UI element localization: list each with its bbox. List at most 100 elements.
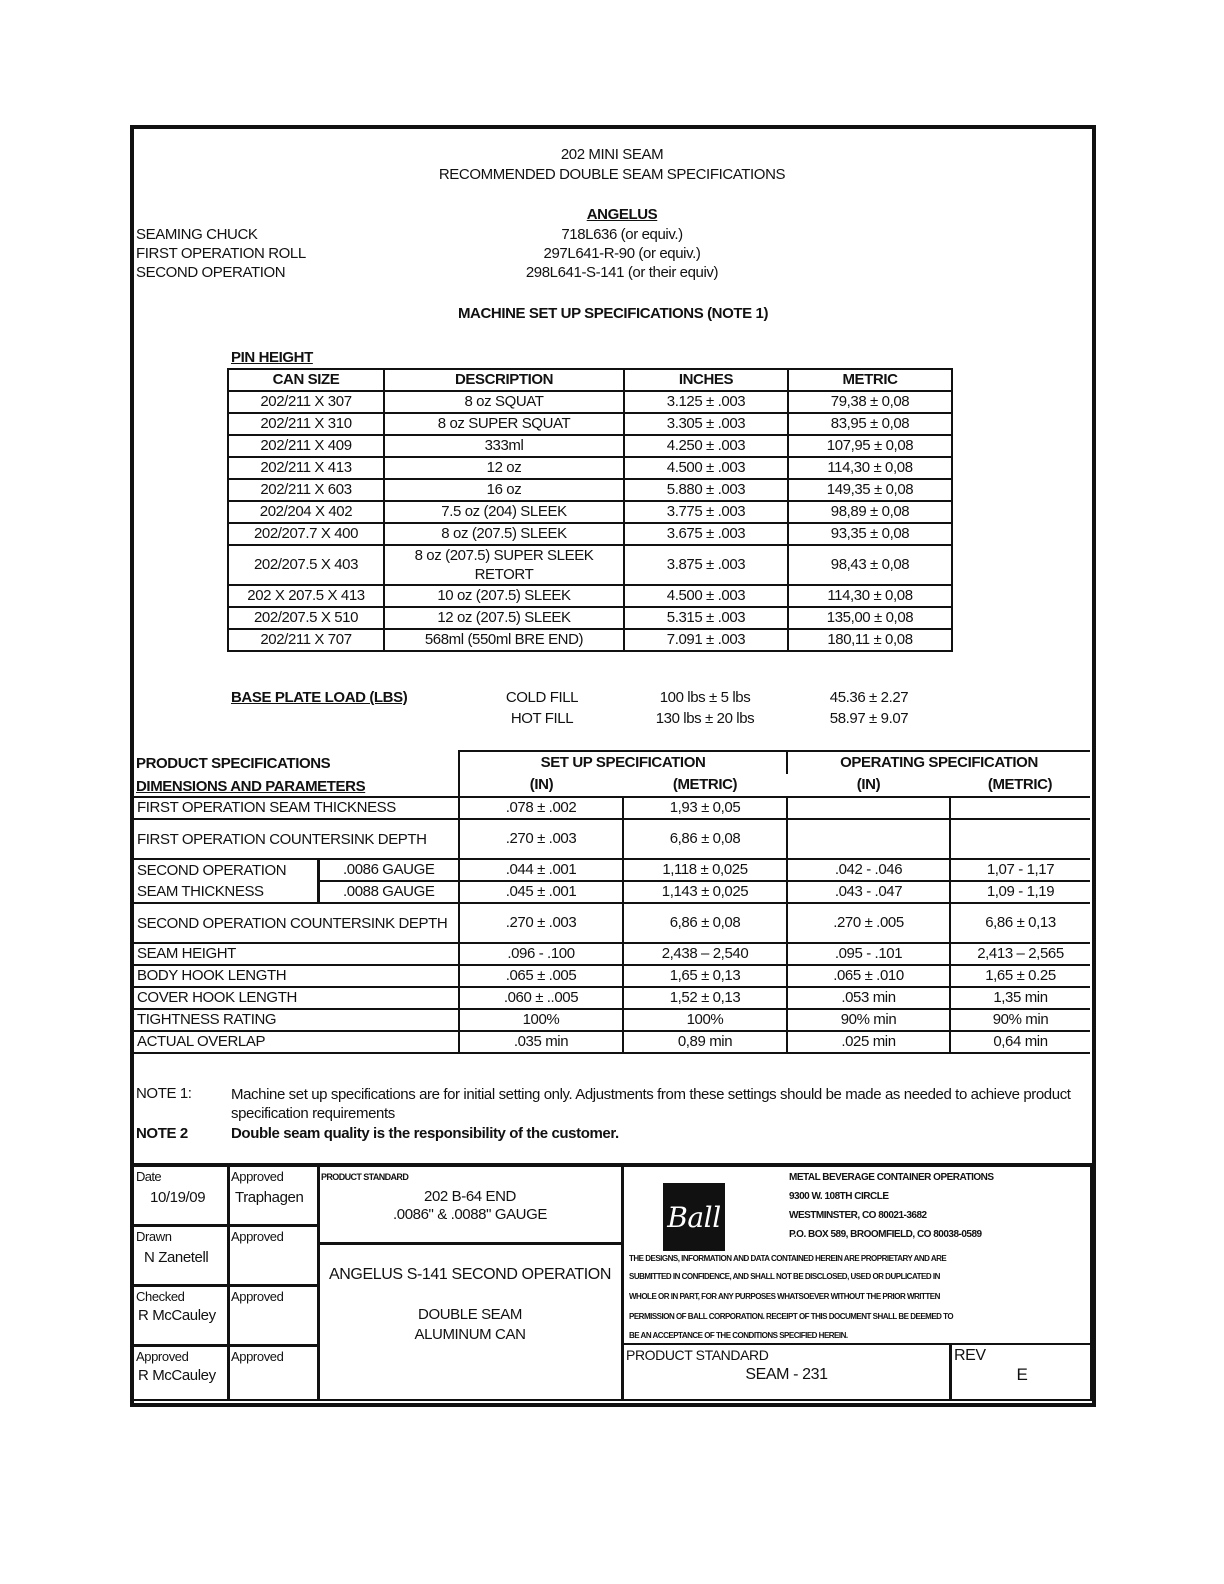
table-cell: 202/211 X 603 <box>227 478 385 502</box>
ball-logo-text: Ball <box>667 1200 721 1234</box>
table-cell: .053 min <box>786 986 951 1010</box>
table-row: ACTUAL OVERLAP .035 min 0,89 min .025 min 0,… <box>132 1030 1091 1054</box>
disclaimer-line: SUBMITTED IN CONFIDENCE, AND SHALL NOT B… <box>629 1272 940 1281</box>
company-address: 9300 W. 108TH CIRCLE <box>789 1191 889 1202</box>
table-cell: 83,95 ± 0,08 <box>787 412 953 436</box>
table-row: .0088 GAUGE .045 ± .001 1,143 ± 0,025.043 … <box>132 880 1091 904</box>
table-cell: 5.315 ± .003 <box>623 606 789 630</box>
approved-label: Approved <box>231 1229 284 1244</box>
pin-height-heading: PIN HEIGHT <box>231 349 313 366</box>
approved-cell: Approved Traphagen <box>228 1165 319 1226</box>
table-cell: 100% <box>458 1008 624 1032</box>
table-row: 202/204 X 402 7.5 oz (204) SLEEK 3.775 ± .… <box>227 500 953 524</box>
table-row: 202 X 207.5 X 413 10 oz (207.5) SLEEK 4.50… <box>227 584 953 608</box>
table-cell: 202/207.5 X 510 <box>227 606 385 630</box>
table-row: SECOND OPERATION SEAM THICKNESS .0086 GAU… <box>132 858 1091 904</box>
operating-spec-header: OPERATING SPECIFICATION <box>785 750 1091 774</box>
table-cell: 202/211 X 413 <box>227 456 385 480</box>
table-cell: 98,43 ± 0,08 <box>787 544 953 586</box>
table-cell <box>132 751 460 798</box>
table-cell: 2,413 – 2,565 <box>948 942 1091 966</box>
table-cell: 0,64 min <box>948 1030 1091 1054</box>
table-cell: .065 ± .005 <box>458 964 624 988</box>
company-address: P.O. BOX 589, BROOMFIELD, CO 80038-0589 <box>789 1229 982 1240</box>
base-plate-metric: 45.36 ± 2.27 <box>829 689 909 706</box>
table-cell: 202/211 X 307 <box>227 390 385 414</box>
table-cell: 114,30 ± 0,08 <box>787 584 953 608</box>
table-cell: 90% min <box>948 1008 1091 1032</box>
ball-logo: Ball <box>663 1183 725 1251</box>
table-cell: 202/211 X 409 <box>227 434 385 458</box>
table-cell: .270 ± .003 <box>458 818 624 860</box>
table-cell: 16 oz <box>383 478 625 502</box>
setup-spec-header: SET UP SPECIFICATION <box>458 750 788 774</box>
row-label: FIRST OPERATION SEAM THICKNESS <box>132 796 460 820</box>
checked-value: R McCauley <box>138 1307 216 1324</box>
table-cell: 6,86 ± 0,08 <box>622 818 788 860</box>
table-cell: 3.775 ± .003 <box>623 500 789 524</box>
table-cell: 3.875 ± .003 <box>623 544 789 586</box>
table-row: 202/211 X 409 333ml 4.250 ± .003 107,95 ± 0… <box>227 434 953 458</box>
rev-label: REV <box>954 1347 986 1364</box>
disclaimer-line: PERMISSION OF BALL CORPORATION. RECEIPT … <box>629 1312 954 1321</box>
gauge-label: .0088 GAUGE <box>316 880 460 904</box>
table-cell: .078 ± .002 <box>458 796 624 820</box>
row-label: ACTUAL OVERLAP <box>132 1030 460 1054</box>
table-cell: 7.5 oz (204) SLEEK <box>383 500 625 524</box>
table-cell: 4.250 ± .003 <box>623 434 789 458</box>
date-label: Date <box>136 1169 162 1184</box>
table-cell: 202/204 X 402 <box>227 500 385 524</box>
table-row: 202/211 X 707 568ml (550ml BRE END) 7.091 … <box>227 628 953 652</box>
column-header: DESCRIPTION <box>383 368 625 392</box>
table-cell: .043 - .047 <box>786 880 951 904</box>
table-cell: 0,89 min <box>622 1030 788 1054</box>
table-row: 202/207.5 X 403 8 oz (207.5) SUPER SLEEK … <box>227 544 953 586</box>
approved-label: Approved <box>231 1289 284 1304</box>
table-cell: 5.880 ± .003 <box>623 478 789 502</box>
table-cell: .270 ± .003 <box>458 902 624 944</box>
date-value: 10/19/09 <box>150 1189 206 1206</box>
table-cell: 1,65 ± 0.25 <box>948 964 1091 988</box>
table-cell: 3.305 ± .003 <box>623 412 789 436</box>
base-plate-metric: 58.97 ± 9.07 <box>829 710 909 727</box>
table-row: 202/211 X 310 8 oz SUPER SQUAT 3.305 ± .00… <box>227 412 953 436</box>
table-cell: 568ml (550ml BRE END) <box>383 628 625 652</box>
operation-title: ANGELUS S-141 SECOND OPERATION <box>328 1266 611 1283</box>
table-header-row: CAN SIZE DESCRIPTION INCHES METRIC <box>227 368 953 392</box>
row-label: BODY HOOK LENGTH <box>132 964 460 988</box>
table-cell: 1,35 min <box>948 986 1091 1010</box>
unit-header: (IN) <box>459 774 623 798</box>
approved-value: Traphagen <box>235 1189 304 1206</box>
rev-cell: REV E <box>950 1343 1092 1401</box>
table-cell: 4.500 ± .003 <box>623 584 789 608</box>
machine-setup-heading: MACHINE SET UP SPECIFICATIONS (NOTE 1) <box>457 305 769 322</box>
unit-header: (IN) <box>787 774 950 798</box>
row-label: SECOND OPERATION SEAM THICKNESS <box>132 858 319 904</box>
column-header: METRIC <box>787 368 953 392</box>
note-2-text: Double seam quality is the responsibilit… <box>231 1125 619 1142</box>
approved-cell: Approved <box>228 1225 319 1286</box>
approved-cell: Approved <box>228 1345 319 1401</box>
disclaimer-line: WHOLE OR IN PART, FOR ANY PURPOSES WHATS… <box>629 1292 940 1301</box>
table-row: 202/207.5 X 510 12 oz (207.5) SLEEK 5.315 … <box>227 606 953 630</box>
rev-value: E <box>1016 1365 1028 1384</box>
table-row: 202/211 X 307 8 oz SQUAT 3.125 ± .003 79,38… <box>227 390 953 414</box>
table-cell: 7.091 ± .003 <box>623 628 789 652</box>
table-cell: 149,35 ± 0,08 <box>787 478 953 502</box>
base-plate-lbs: 130 lbs ± 20 lbs <box>655 710 755 727</box>
base-plate-lbs: 100 lbs ± 5 lbs <box>659 689 751 706</box>
approved-label: Approved <box>136 1349 189 1364</box>
table-row: 202/211 X 603 16 oz 5.880 ± .003 149,35 ± 0… <box>227 478 953 502</box>
tooling-value: 297L641-R-90 (or equiv.) <box>543 245 701 262</box>
row-label: SEAM HEIGHT <box>132 942 460 966</box>
disclaimer-line: BE AN ACCEPTANCE OF THE CONDITIONS SPECI… <box>629 1331 848 1340</box>
base-plate-fill: HOT FILL <box>510 710 574 727</box>
table-cell: 202/207.5 X 403 <box>227 544 385 586</box>
table-cell: 107,95 ± 0,08 <box>787 434 953 458</box>
table-cell: 1,65 ± 0,13 <box>622 964 788 988</box>
base-plate-heading: BASE PLATE LOAD (LBS) <box>231 689 408 706</box>
table-cell: 10 oz (207.5) SLEEK <box>383 584 625 608</box>
table-cell: 1,93 ± 0,05 <box>622 796 788 820</box>
table-cell: 8 oz SUPER SQUAT <box>383 412 625 436</box>
drawn-label: Drawn <box>136 1229 172 1244</box>
